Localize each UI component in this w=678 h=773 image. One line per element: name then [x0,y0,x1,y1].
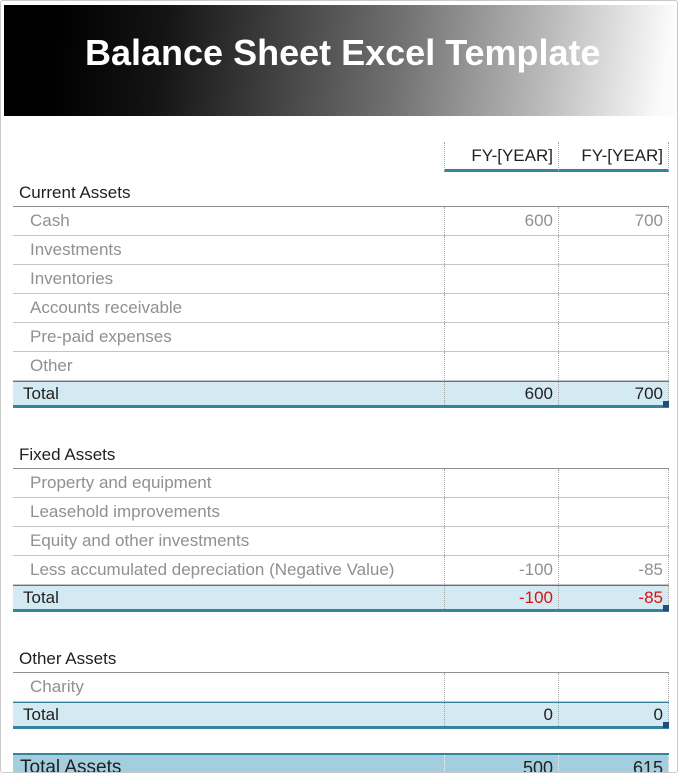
line-item-value-year2 [558,236,669,264]
line-item-row: Inventories [13,265,669,294]
line-item-label: Pre-paid expenses [30,327,172,346]
line-item-value-year2: 700 [558,207,669,235]
grand-total-value-year1: 500 [444,755,558,772]
line-item-row: Property and equipment [13,469,669,498]
line-item-label: Leasehold improvements [30,502,220,521]
section-total-value-year2: 700 [558,382,669,405]
line-item-label: Cash [30,211,70,230]
line-item-row: Less accumulated depreciation (Negative … [13,556,669,585]
line-item-value-year2 [558,323,669,351]
line-item-label: Accounts receivable [30,298,183,317]
section-total-value-year1: 600 [444,382,558,405]
line-item-label: Other [30,356,73,375]
line-item-value-year1 [444,673,558,701]
cell-corner-marker-icon [663,722,669,728]
line-item-value-year2 [558,352,669,380]
section-total-row: Total -100 -85 [13,585,669,612]
section-total-row: Total 0 0 [13,702,669,729]
line-item-value-year2 [558,469,669,497]
sheet: FY-[YEAR] FY-[YEAR] Current Assets Cash 60… [1,142,677,773]
section-fixed-assets: Fixed Assets Property and equipment Leaseh… [13,439,669,612]
sections-container: Current Assets Cash 600 700 Investments Inven… [13,177,669,729]
line-item-row: Other [13,352,669,381]
section-total-label: Total [23,704,59,724]
line-item-label: Equity and other investments [30,531,250,550]
line-item-value-year1: -100 [444,556,558,584]
line-item-value-year1 [444,236,558,264]
line-item-label: Property and equipment [30,473,212,492]
cell-corner-marker-icon [663,401,669,407]
line-item-value-year1 [444,527,558,555]
line-item-value-year1 [444,265,558,293]
section-total-label: Total [23,383,59,403]
line-item-label: Investments [30,240,122,259]
grand-total-label: Total Assets [20,757,122,773]
line-item-row: Cash 600 700 [13,207,669,236]
line-item-label: Charity [30,677,84,696]
line-item-row: Charity [13,673,669,702]
column-header-row: FY-[YEAR] FY-[YEAR] [13,142,669,172]
line-item-value-year1 [444,498,558,526]
line-item-value-year2 [558,294,669,322]
line-item-value-year1 [444,294,558,322]
line-item-value-year1 [444,323,558,351]
column-header-year1: FY-[YEAR] [444,142,558,172]
line-item-value-year1 [444,469,558,497]
grand-total-value-year2: 615 [558,755,669,772]
section-header: Current Assets [13,177,669,207]
line-item-value-year1 [444,352,558,380]
line-item-value-year2 [558,527,669,555]
line-item-row: Investments [13,236,669,265]
line-item-value-year2: -85 [558,556,669,584]
section-total-value-year2: -85 [558,586,669,609]
line-item-row: Pre-paid expenses [13,323,669,352]
line-item-value-year2 [558,673,669,701]
line-item-label: Inventories [30,269,114,288]
line-item-row: Accounts receivable [13,294,669,323]
column-header-spacer [13,142,444,172]
line-item-value-year2 [558,265,669,293]
line-item-row: Leasehold improvements [13,498,669,527]
line-item-row: Equity and other investments [13,527,669,556]
section-other-assets: Other Assets Charity Total 0 0 [13,643,669,729]
section-total-value-year1: -100 [444,586,558,609]
section-header: Fixed Assets [13,439,669,469]
page-title: Balance Sheet Excel Template [85,32,601,73]
section-total-value-year1: 0 [444,703,558,726]
section-current-assets: Current Assets Cash 600 700 Investments Inven… [13,177,669,408]
section-total-label: Total [23,587,59,607]
grand-total-row: Total Assets 500 615 [13,753,669,773]
column-header-year2: FY-[YEAR] [558,142,669,172]
banner: Balance Sheet Excel Template [4,5,674,116]
section-header: Other Assets [13,643,669,673]
line-item-value-year2 [558,498,669,526]
section-total-value-year2: 0 [558,703,669,726]
cell-corner-marker-icon [663,605,669,611]
line-item-value-year1: 600 [444,207,558,235]
line-item-label: Less accumulated depreciation (Negative … [30,560,395,579]
section-total-row: Total 600 700 [13,381,669,408]
